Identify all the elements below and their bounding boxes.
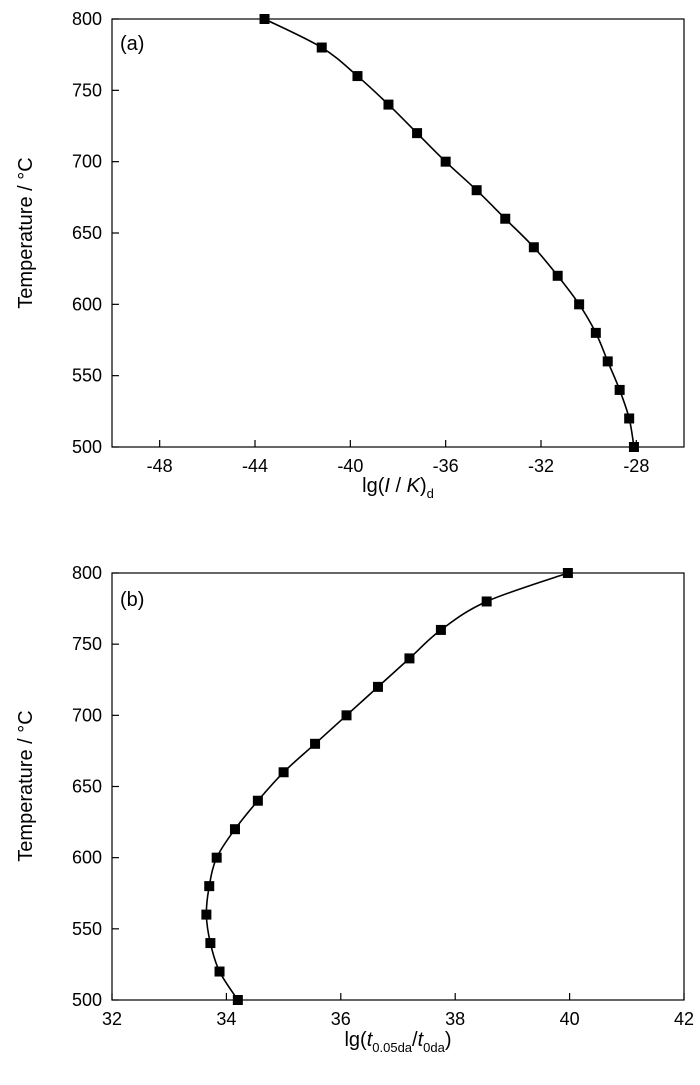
panel-a-data-point bbox=[552, 270, 563, 281]
panel-b-y-tick-label: 750 bbox=[72, 634, 102, 654]
panel-a-data-point bbox=[259, 14, 270, 24]
panel-a-data-point bbox=[614, 384, 625, 395]
panel-b-x-tick-label: 36 bbox=[331, 1009, 351, 1029]
panel-a-y-tick-label: 650 bbox=[72, 223, 102, 243]
panel-b-data-point bbox=[404, 653, 415, 664]
panel-a-x-tick-label: -32 bbox=[528, 456, 554, 476]
panel-a-x-tick-label: -44 bbox=[242, 456, 268, 476]
panel-b-data-point bbox=[278, 767, 289, 778]
panel-a-x-title-italic-1: I bbox=[384, 475, 390, 497]
panel-b-x-tick-label: 40 bbox=[560, 1009, 580, 1029]
panel-a-x-tick-label: -36 bbox=[433, 456, 459, 476]
panel-b-x-tick-label: 32 bbox=[102, 1009, 122, 1029]
panel-a-y-tick-label: 700 bbox=[72, 152, 102, 172]
panel-b-x-axis-title: lg(t0.05da/t0da) bbox=[344, 1029, 451, 1055]
panel-b-data-point bbox=[201, 909, 212, 920]
panel-b-x-title-subscript-1: 0.05da bbox=[372, 1040, 413, 1055]
panel-b-y-tick-label: 800 bbox=[72, 563, 102, 583]
panel-a-data-point bbox=[590, 327, 601, 338]
panel-b-x-tick-label: 34 bbox=[216, 1009, 236, 1029]
panel-b-label: (b) bbox=[120, 589, 144, 611]
panel-b-y-axis-title: Temperature / °C bbox=[15, 710, 37, 861]
panel-a-x-title-prefix: lg( bbox=[362, 475, 385, 497]
panel-a-y-tick-label: 800 bbox=[72, 9, 102, 29]
panel-a-y-tick-label: 600 bbox=[72, 294, 102, 314]
panel-a-y-tick-label: 500 bbox=[72, 437, 102, 457]
panel-a-data-point bbox=[352, 71, 363, 82]
panel-a-series-line bbox=[264, 18, 635, 448]
panel-b-marks: 32 34 36 38 40 42 500 550 600 650 700 750 800 bbox=[72, 563, 694, 1029]
panel-b-data-point bbox=[214, 966, 225, 977]
panel-b-x-tick-label: 38 bbox=[445, 1009, 465, 1029]
panel-a-y-tick-label: 750 bbox=[72, 80, 102, 100]
panel-a-plot-frame bbox=[111, 18, 685, 448]
panel-b-data-point bbox=[310, 738, 321, 749]
panel-b-data-point bbox=[204, 881, 215, 892]
panel-a-x-tick-label: -48 bbox=[147, 456, 173, 476]
panel-a-y-axis-title: Temperature / °C bbox=[15, 157, 37, 308]
panel-a-data-point bbox=[602, 356, 613, 367]
panel-b-x-title-sep: / bbox=[412, 1029, 418, 1051]
panel-b-chart: 32 34 36 38 40 42 500 550 600 650 700 750 800 (b) Te… bbox=[15, 563, 694, 1055]
panel-b-y-tick-label: 550 bbox=[72, 919, 102, 939]
panel-a-data-point bbox=[383, 99, 394, 110]
panel-b-data-point bbox=[232, 995, 243, 1005]
panel-b-x-tick-label: 42 bbox=[674, 1009, 694, 1029]
panel-a-data-point bbox=[528, 242, 539, 253]
panel-b-x-title-prefix: lg( bbox=[344, 1029, 367, 1051]
panel-b-y-tick-label: 700 bbox=[72, 705, 102, 725]
panel-a-data-point bbox=[440, 156, 451, 167]
panel-b-y-tick-label: 500 bbox=[72, 990, 102, 1010]
panel-b-data-point bbox=[252, 795, 263, 806]
panel-a-chart: -48 -44 -40 -36 -32 -28500550600650700750800 … bbox=[15, 9, 685, 501]
panel-b-x-title-italic-1: t bbox=[367, 1029, 374, 1051]
panel-b-data-point bbox=[211, 852, 222, 863]
panel-b-data-point bbox=[372, 681, 383, 692]
panel-b-data-point bbox=[229, 824, 240, 835]
panel-b-x-title-italic-2: t bbox=[418, 1029, 425, 1051]
panel-a-label: (a) bbox=[120, 33, 144, 55]
panel-a-marks: -48 -44 -40 -36 -32 -28 500 550 600 650 700 750 800 bbox=[72, 9, 649, 476]
panel-b-data-point bbox=[205, 938, 216, 949]
panel-b-y-tick-label: 600 bbox=[72, 848, 102, 868]
panel-b-x-title-subscript-2: 0da bbox=[423, 1040, 445, 1055]
panel-a-data-point bbox=[316, 42, 327, 53]
panel-a-x-title-sep: / bbox=[390, 475, 407, 497]
panel-a-data-point bbox=[574, 299, 585, 310]
panel-a-data-point bbox=[471, 185, 482, 196]
panel-b-series-line bbox=[205, 572, 569, 1001]
panel-a-data-point bbox=[500, 213, 511, 224]
panel-b-data-point bbox=[481, 596, 492, 607]
panel-a-x-axis-title: lg(I / K)d bbox=[362, 475, 434, 501]
panel-a-data-point bbox=[628, 442, 639, 452]
panel-a-y-tick-label: 550 bbox=[72, 366, 102, 386]
panel-a-x-tick-label: -40 bbox=[337, 456, 363, 476]
panel-b-data-point bbox=[341, 710, 352, 721]
panel-a-x-title-close: ) bbox=[420, 475, 427, 497]
panel-a-x-tick-label: -28 bbox=[623, 456, 649, 476]
panel-b-data-point bbox=[562, 568, 573, 578]
panel-b-x-title-close: ) bbox=[445, 1029, 452, 1051]
panel-a-x-title-subscript: d bbox=[427, 486, 434, 501]
panel-a-data-point bbox=[624, 413, 635, 424]
panel-b-y-tick-label: 650 bbox=[72, 777, 102, 797]
panel-a-x-title-italic-2: K bbox=[407, 475, 422, 497]
panel-a-data-point bbox=[412, 128, 423, 139]
panel-b-data-point bbox=[435, 624, 446, 635]
panel-b-plot-frame bbox=[111, 572, 685, 1001]
